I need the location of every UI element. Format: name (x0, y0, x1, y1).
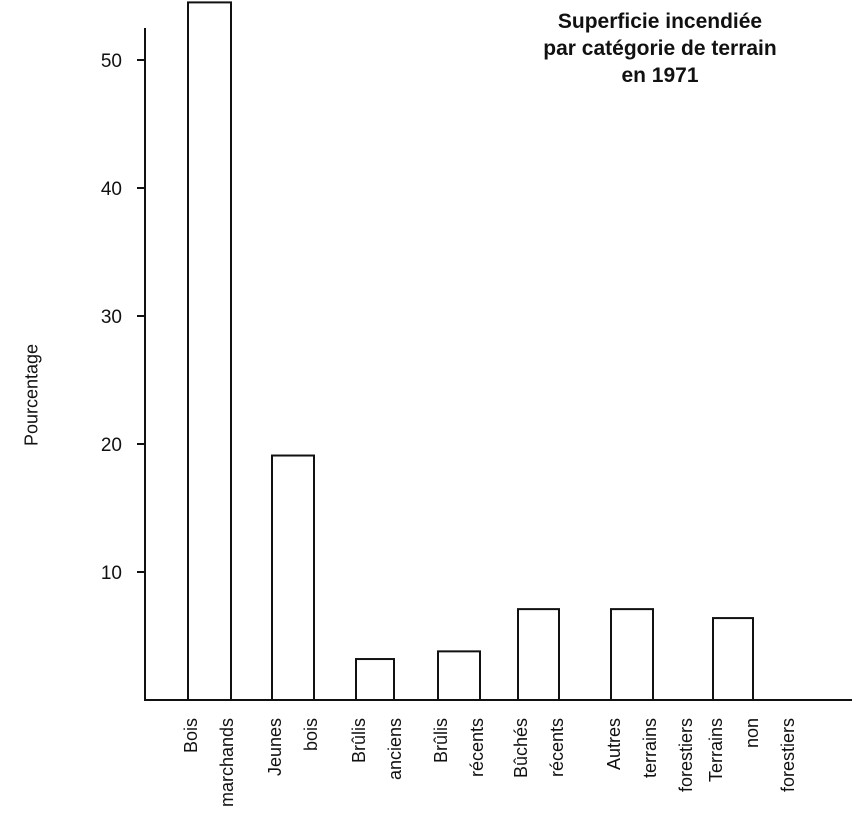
y-tick-label: 20 (101, 435, 122, 456)
x-tick-label: Jeunes (265, 718, 285, 776)
y-tick-label: 30 (101, 307, 122, 328)
bar (610, 608, 654, 701)
x-tick-label: Brûlis (349, 718, 369, 763)
bar (712, 617, 754, 702)
bar (355, 658, 395, 701)
bar (437, 650, 481, 701)
chart-title-line-3: en 1971 (621, 64, 699, 87)
y-tick-label: 50 (101, 51, 122, 72)
bar (187, 1, 232, 701)
x-tick-label: Bûchés (511, 718, 531, 778)
x-tick-label: anciens (385, 718, 405, 780)
x-tick-label: non (742, 718, 762, 748)
x-tick-label: bois (301, 718, 321, 751)
y-tick-label: 10 (101, 563, 122, 584)
y-tick-label: 40 (101, 179, 122, 200)
x-tick-label: marchands (217, 718, 237, 807)
x-tick-label: Autres (604, 718, 624, 770)
x-tick-label: Bois (181, 718, 201, 753)
x-tick-label: forestiers (778, 718, 798, 792)
x-tick-label: Brûlis (431, 718, 451, 763)
chart-title-line-2: par catégorie de terrain (543, 37, 777, 60)
x-tick-label: récents (547, 718, 567, 777)
bar (271, 454, 315, 701)
x-tick-label: Terrains (706, 718, 726, 782)
x-tick-label: terrains (640, 718, 660, 778)
bar (517, 608, 560, 701)
x-tick-label: forestiers (676, 718, 696, 792)
chart-title-line-1: Superficie incendiée (557, 10, 763, 33)
x-tick-label: récents (467, 718, 487, 777)
